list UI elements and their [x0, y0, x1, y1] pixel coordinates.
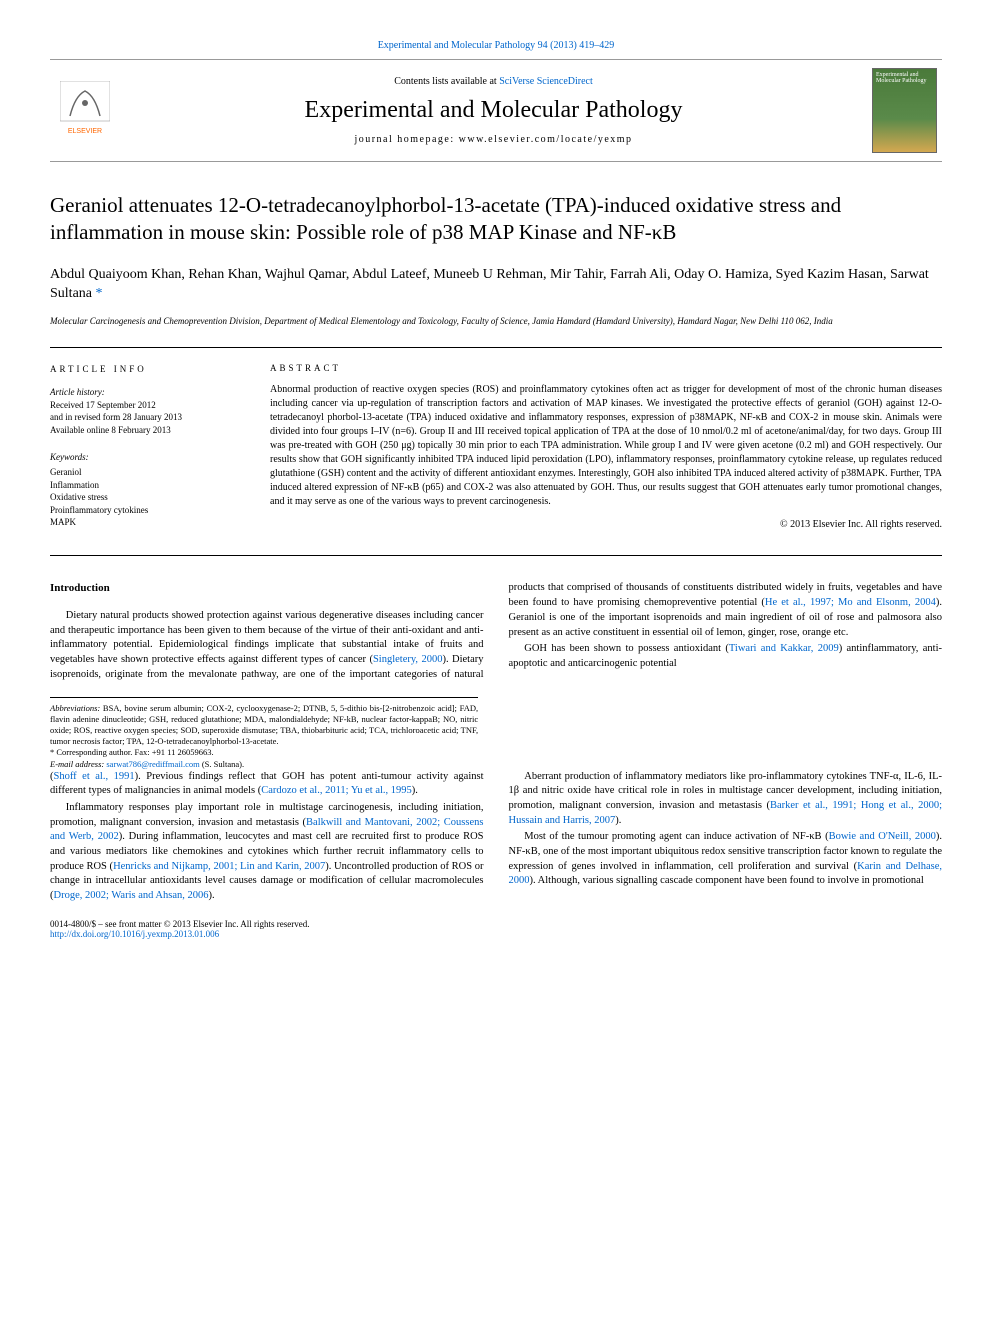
citation-link[interactable]: He et al., 1997; Mo and Elsonm, 2004	[765, 597, 936, 608]
article-title: Geraniol attenuates 12-O-tetradecanoylph…	[50, 192, 942, 247]
keyword: Proinflammatory cytokines	[50, 504, 240, 517]
keyword: Geraniol	[50, 466, 240, 479]
corresponding-note: * Corresponding author. Fax: +91 11 2605…	[50, 747, 478, 758]
journal-header: ELSEVIER Contents lists available at Sci…	[50, 59, 942, 162]
authors-list: Abdul Quaiyoom Khan, Rehan Khan, Wajhul …	[50, 265, 942, 304]
scidirect-link[interactable]: SciVerse ScienceDirect	[499, 76, 593, 87]
body-paragraph: GOH has been shown to possess antioxidan…	[509, 642, 943, 671]
issn-line: 0014-4800/$ – see front matter © 2013 El…	[50, 919, 310, 929]
article-info: ARTICLE INFO Article history: Received 1…	[50, 363, 240, 530]
abstract-text: Abnormal production of reactive oxygen s…	[270, 383, 942, 509]
citation-link[interactable]: Droge, 2002; Waris and Ahsan, 2006	[54, 890, 209, 901]
email-label: E-mail address:	[50, 759, 106, 769]
keyword: MAPK	[50, 516, 240, 529]
abbrev-label: Abbreviations:	[50, 703, 100, 713]
journal-name: Experimental and Molecular Pathology	[120, 97, 867, 124]
body-paragraph: Most of the tumour promoting agent can i…	[509, 830, 943, 889]
affiliation: Molecular Carcinogenesis and Chemopreven…	[50, 316, 942, 328]
online-date: Available online 8 February 2013	[50, 424, 240, 437]
keywords-label: Keywords:	[50, 451, 240, 464]
copyright: © 2013 Elsevier Inc. All rights reserved…	[270, 519, 942, 530]
body-paragraph: Inflammatory responses play important ro…	[50, 801, 484, 904]
abstract-section: ABSTRACT Abnormal production of reactive…	[270, 363, 942, 530]
abstract-header: ABSTRACT	[270, 363, 942, 373]
citation-link[interactable]: Experimental and Molecular Pathology 94 …	[378, 40, 615, 51]
intro-header: Introduction	[50, 581, 484, 596]
body-paragraph: (Shoff et al., 1991). Previous findings …	[50, 770, 484, 799]
svg-text:ELSEVIER: ELSEVIER	[68, 128, 102, 135]
received-date: Received 17 September 2012	[50, 399, 240, 412]
corresponding-marker: *	[96, 286, 103, 301]
citation-link[interactable]: Bowie and O'Neill, 2000	[829, 831, 936, 842]
citation-link[interactable]: Shoff et al., 1991	[54, 771, 135, 782]
homepage-url: www.elsevier.com/locate/yexmp	[459, 134, 633, 145]
meta-section: ARTICLE INFO Article history: Received 1…	[50, 347, 942, 530]
footnotes: Abbreviations: BSA, bovine serum albumin…	[50, 697, 478, 769]
journal-cover: Experimental and Molecular Pathology	[867, 68, 942, 153]
homepage-line: journal homepage: www.elsevier.com/locat…	[120, 134, 867, 145]
abbrev-text: BSA, bovine serum albumin; COX-2, cycloo…	[50, 703, 478, 746]
history-label: Article history:	[50, 386, 240, 399]
citation-link[interactable]: Singletery, 2000	[373, 654, 443, 665]
keyword: Oxidative stress	[50, 491, 240, 504]
body-columns: Introduction Dietary natural products sh…	[50, 555, 942, 903]
footer-left: 0014-4800/$ – see front matter © 2013 El…	[50, 919, 310, 939]
keyword: Inflammation	[50, 479, 240, 492]
doi-link[interactable]: http://dx.doi.org/10.1016/j.yexmp.2013.0…	[50, 929, 219, 939]
email-link[interactable]: sarwat786@rediffmail.com	[106, 759, 199, 769]
article-info-header: ARTICLE INFO	[50, 363, 240, 376]
elsevier-logo: ELSEVIER	[50, 81, 120, 141]
journal-citation: Experimental and Molecular Pathology 94 …	[50, 40, 942, 51]
header-center: Contents lists available at SciVerse Sci…	[120, 76, 867, 145]
body-paragraph: Aberrant production of inflammatory medi…	[509, 770, 943, 829]
page-footer: 0014-4800/$ – see front matter © 2013 El…	[50, 919, 942, 939]
revised-date: and in revised form 28 January 2013	[50, 411, 240, 424]
citation-link[interactable]: Henricks and Nijkamp, 2001; Lin and Kari…	[113, 861, 325, 872]
citation-link[interactable]: Tiwari and Kakkar, 2009	[729, 643, 839, 654]
citation-link[interactable]: Cardozo et al., 2011; Yu et al., 1995	[261, 785, 412, 796]
contents-line: Contents lists available at SciVerse Sci…	[120, 76, 867, 87]
